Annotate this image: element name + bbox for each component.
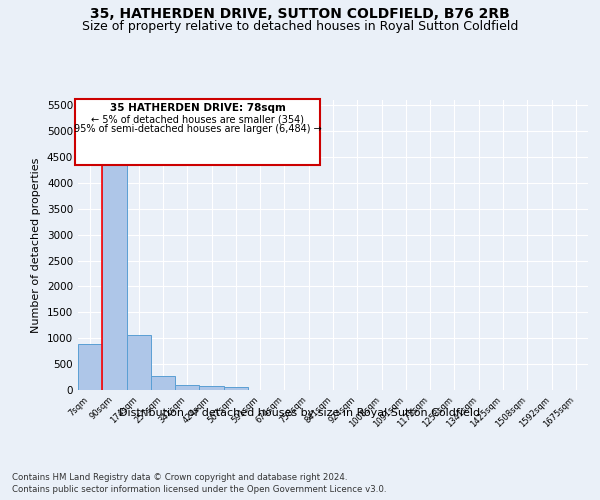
Text: Size of property relative to detached houses in Royal Sutton Coldfield: Size of property relative to detached ho… [82,20,518,33]
Bar [127,335,151,390]
Bar [224,387,248,390]
Bar [78,344,102,390]
Text: 35 HATHERDEN DRIVE: 78sqm: 35 HATHERDEN DRIVE: 78sqm [110,103,286,113]
Text: Contains public sector information licensed under the Open Government Licence v3: Contains public sector information licen… [12,485,386,494]
Text: 35, HATHERDEN DRIVE, SUTTON COLDFIELD, B76 2RB: 35, HATHERDEN DRIVE, SUTTON COLDFIELD, B… [90,8,510,22]
Text: ← 5% of detached houses are smaller (354): ← 5% of detached houses are smaller (354… [91,114,304,124]
Bar [175,386,199,390]
Bar [151,376,175,390]
Text: Contains HM Land Registry data © Crown copyright and database right 2024.: Contains HM Land Registry data © Crown c… [12,472,347,482]
Bar [102,154,127,390]
Text: Distribution of detached houses by size in Royal Sutton Coldfield: Distribution of detached houses by size … [119,408,481,418]
Bar [199,386,224,390]
Text: 95% of semi-detached houses are larger (6,484) →: 95% of semi-detached houses are larger (… [74,124,322,134]
Y-axis label: Number of detached properties: Number of detached properties [31,158,41,332]
